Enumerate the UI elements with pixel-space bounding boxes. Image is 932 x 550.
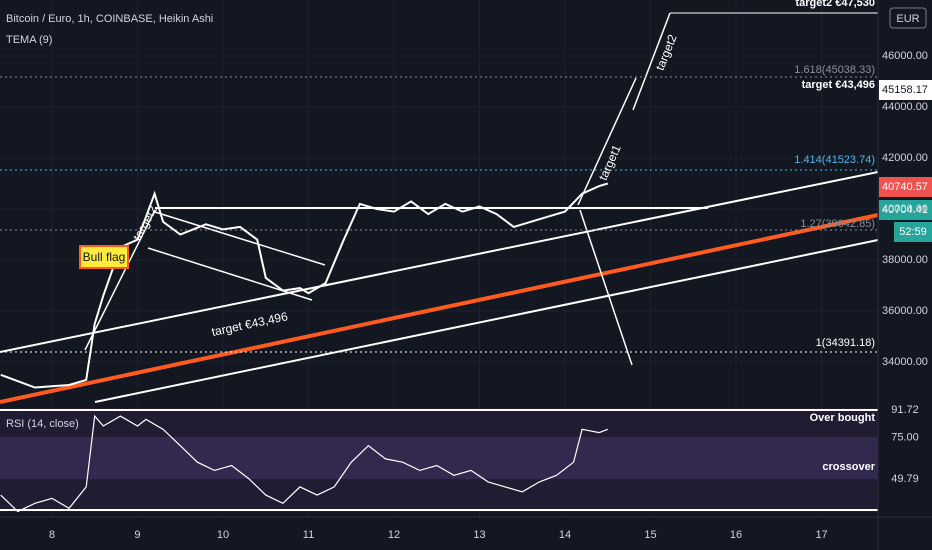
x-tick-label: 16 <box>730 529 742 541</box>
target-line <box>577 77 637 206</box>
price-label-box <box>879 177 932 197</box>
x-tick-label: 12 <box>388 529 400 541</box>
x-tick-label: 8 <box>49 529 55 541</box>
flag-line <box>154 211 326 266</box>
x-tick-label: 9 <box>134 529 140 541</box>
fib-label: 1(34391.18) <box>816 337 875 349</box>
fib-label: 1.414(41523.74) <box>794 154 875 166</box>
y-tick-label: 36000.00 <box>882 305 928 317</box>
y-tick-label: 91.72 <box>891 404 919 416</box>
drawings <box>0 12 879 511</box>
indicator-label: TEMA (9) <box>6 34 52 46</box>
x-tick-label: 15 <box>644 529 656 541</box>
annotation: target €43,496 <box>802 79 875 91</box>
channel-mid <box>0 213 879 404</box>
y-tick-label: 42000.00 <box>882 152 928 164</box>
annotation: target2 €47,530 <box>796 0 876 9</box>
price-label: 45158.17 <box>882 84 928 96</box>
price-label: 52:59 <box>899 226 927 238</box>
annotation: crossover <box>822 461 875 473</box>
channel-lower <box>94 239 879 403</box>
chart-title: Bitcoin / Euro, 1h, COINBASE, Heikin Ash… <box>6 13 213 25</box>
rsi-title: RSI (14, close) <box>6 418 79 430</box>
projection-line <box>579 209 633 366</box>
x-tick-label: 17 <box>815 529 827 541</box>
note-box <box>79 245 129 269</box>
y-tick-label: 44000.00 <box>882 101 928 113</box>
price-label-box <box>879 80 932 100</box>
x-tick-label: 10 <box>217 529 229 541</box>
y-tick-label: 34000.00 <box>882 356 928 368</box>
channel-upper <box>0 171 879 353</box>
rsi-line <box>0 414 609 513</box>
rsi-band <box>0 437 878 479</box>
x-tick-label: 11 <box>303 529 314 541</box>
y-tick-label: 46000.00 <box>882 50 928 62</box>
price-label-box <box>894 222 932 242</box>
price-label: 40704.41 <box>882 204 928 216</box>
annotation: Over bought <box>810 412 876 424</box>
pole-line <box>84 209 156 351</box>
x-tick-label: 14 <box>559 529 571 541</box>
currency[interactable]: EUR <box>896 13 919 25</box>
target-line <box>632 12 671 111</box>
price-label-box <box>879 200 932 220</box>
annotation: Bull flag <box>83 250 126 264</box>
currency-box[interactable] <box>889 7 927 29</box>
y-tick-label: 49.79 <box>891 473 919 485</box>
y-tick-label: 40000.00 <box>882 203 928 215</box>
price-label: 40740.57 <box>882 181 928 193</box>
x-tick-label: 13 <box>473 529 485 541</box>
y-tick-label: 38000.00 <box>882 254 928 266</box>
fib-label: 1.618(45038.33) <box>794 64 875 76</box>
y-tick-label: 75.00 <box>891 431 919 443</box>
fib-label: 1.27(39642.85) <box>800 218 875 230</box>
